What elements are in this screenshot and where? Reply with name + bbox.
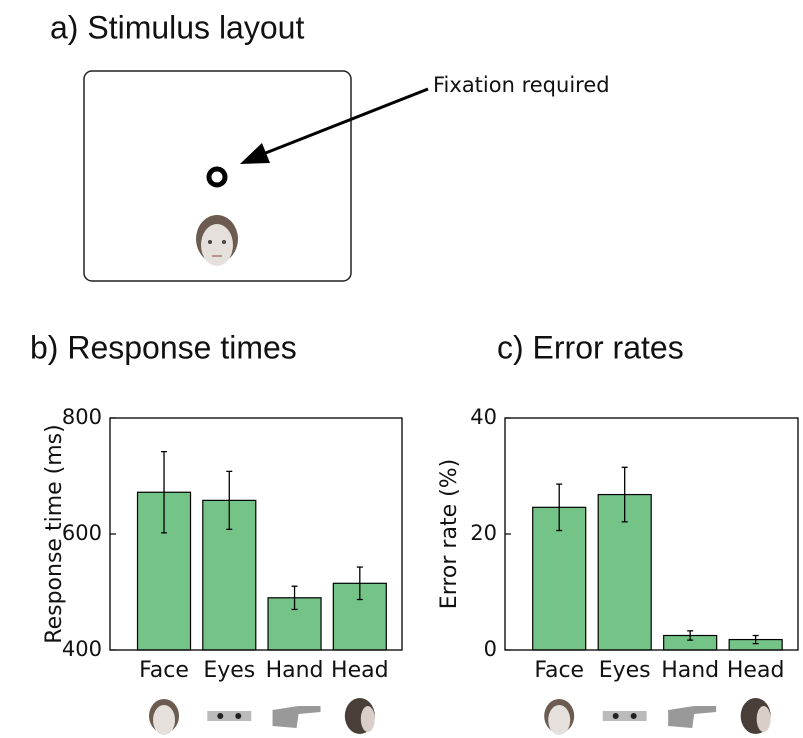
x-tick-label: Head: [331, 658, 389, 683]
x-tick-label: Eyes: [599, 658, 651, 683]
icon-profile: [757, 706, 771, 732]
icon-eyes: [603, 711, 647, 721]
x-tick-label: Hand: [266, 658, 324, 683]
x-tick-label: Eyes: [203, 658, 255, 683]
icon-eye: [613, 713, 619, 719]
category-icon: [273, 706, 321, 728]
category-icon: [603, 711, 647, 721]
y-tick-label: 400: [62, 637, 102, 661]
x-tick-label: Face: [534, 658, 584, 683]
icon-profile: [361, 706, 375, 732]
icon-face: [153, 705, 175, 735]
page: a) Stimulus layout Fixation required b) …: [0, 0, 803, 738]
x-tick-label: Hand: [661, 658, 719, 683]
category-icon: [207, 711, 251, 721]
icon-hand: [273, 706, 321, 728]
category-icon: [345, 698, 375, 734]
icon-face: [548, 705, 570, 735]
panel-title: a) Stimulus layout: [50, 9, 304, 45]
y-axis-label: Error rate (%): [437, 459, 462, 609]
chart-title: b) Response times: [30, 329, 297, 365]
chart-title: c) Error rates: [497, 329, 684, 365]
icon-eye: [235, 713, 241, 719]
y-tick-label: 20: [470, 521, 497, 545]
y-tick-label: 40: [470, 405, 497, 429]
category-icon: [668, 706, 716, 728]
category-icon: [544, 699, 574, 735]
icon-hand: [668, 706, 716, 728]
category-icon: [741, 698, 771, 734]
x-tick-label: Face: [139, 658, 189, 683]
y-tick-label: 0: [484, 637, 497, 661]
x-tick-label: Head: [727, 658, 785, 683]
icon-eye: [217, 713, 223, 719]
figure: a) Stimulus layout Fixation required b) …: [0, 0, 803, 738]
annotation: Fixation required: [433, 73, 610, 97]
icon-eye: [631, 713, 637, 719]
category-icon: [149, 699, 179, 735]
icon-eyes: [207, 711, 251, 721]
y-tick-label: 800: [62, 405, 102, 429]
y-tick-label: 600: [62, 521, 102, 545]
